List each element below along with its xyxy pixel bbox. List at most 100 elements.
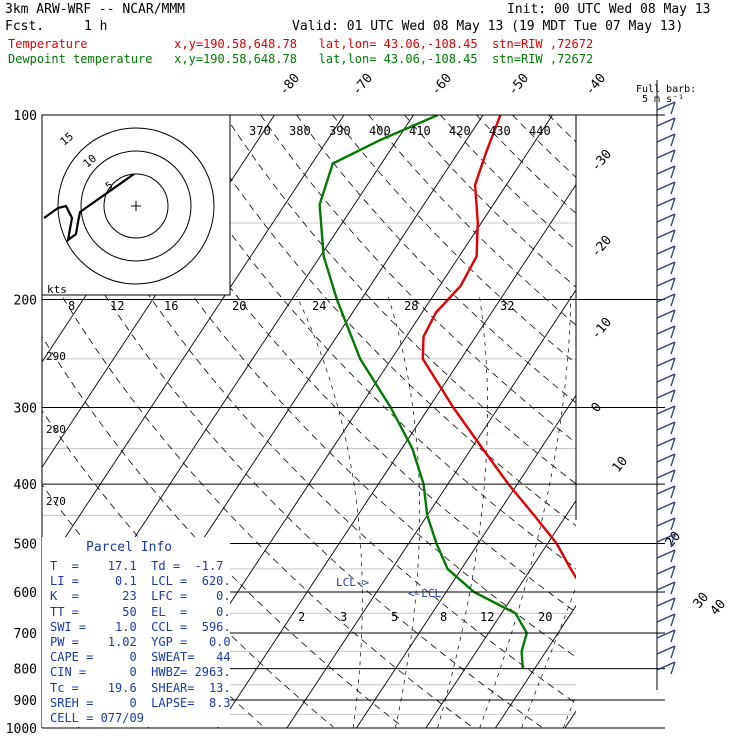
wind-barb-flag [670, 485, 676, 499]
hodograph-speed-label: 16 [164, 299, 178, 313]
wind-barb-flag [670, 341, 676, 355]
forecast-hour: 1 h [84, 19, 108, 34]
hodograph-speed-label: 28 [404, 299, 418, 313]
wind-barb-flag [670, 261, 676, 275]
lcl-marker: <-LCL [408, 587, 441, 600]
wind-barb [656, 389, 676, 399]
pressure-label: 200 [14, 294, 37, 309]
theta-e-label: 410 [409, 124, 431, 138]
wind-barb [656, 485, 676, 495]
dewpoint-profile [318, 115, 528, 669]
wind-barb [656, 165, 676, 175]
wind-barb-flag [670, 405, 676, 419]
hodograph-speed-label: 20 [232, 299, 246, 313]
wind-barb-flag [670, 293, 676, 307]
dry-adiabat-line [476, 115, 576, 214]
wind-barb [656, 309, 676, 319]
dry-adiabat-line [548, 115, 576, 143]
theta-e-label: 380 [289, 124, 311, 138]
parcel-info-row: PW = 1.02 YGP = 0.0 [50, 635, 231, 649]
dry-adiabat-line [332, 115, 576, 365]
mixing-ratio-label: 3 [340, 610, 347, 624]
wind-barb-flag [670, 581, 676, 595]
hodograph-trace [43, 173, 135, 243]
mixing-ratio-label: 5 [391, 610, 398, 624]
isotherm-line [217, 183, 576, 728]
parcel-info-row: CIN = 0 HWBZ= 2963. [50, 665, 231, 680]
wind-barb-flag [670, 421, 676, 435]
isotherm-line [356, 394, 576, 728]
wind-barb-flag [670, 165, 676, 179]
wind-barb-flag [670, 661, 676, 675]
pressure-label: 1000 [6, 722, 37, 737]
wind-barb [656, 261, 676, 271]
theta-label: 270 [46, 495, 66, 508]
wind-barb-flag [670, 501, 676, 515]
parcel-info-row: CELL = 077/09 [50, 711, 144, 725]
parcel-info-row: LI = 0.1 LCL = 620. [50, 574, 231, 589]
moist-adiabat-line [437, 295, 488, 728]
dry-adiabat-line [260, 115, 576, 444]
wind-barb [656, 373, 676, 383]
wind-barb-flag [670, 373, 676, 387]
dry-adiabat-line [224, 115, 576, 485]
parcel-info-row: Tc = 19.6 SHEAR= 13. [50, 680, 231, 695]
hodograph [41, 114, 231, 296]
moist-adiabat-line [387, 295, 421, 728]
wind-barb-flag [670, 181, 676, 195]
moist-adiabat-line [647, 296, 740, 728]
dry-adiabat-line [512, 115, 576, 178]
theta-e-label: 440 [529, 124, 551, 138]
parcel-info-row: CAPE = 0 SWEAT= 44 [50, 650, 231, 665]
wind-barb [656, 517, 676, 527]
dry-adiabat-line [620, 115, 740, 727]
wind-barb-flag [670, 389, 676, 403]
wind-barb-flag [670, 133, 676, 147]
wind-barb [656, 501, 676, 511]
wind-barb [656, 357, 676, 367]
parcel-info-row: K = 23 LFC = 0. [50, 589, 231, 604]
wind-barb [656, 453, 676, 463]
mixing-ratio-label: 12 [480, 610, 494, 624]
hodograph-ring [80, 150, 192, 262]
pressure-label: 700 [14, 627, 37, 642]
wind-barb [656, 613, 676, 623]
parcel-info-row: SWI = 1.0 CCL = 596. [50, 619, 231, 634]
hodograph-speed-label: 8 [68, 299, 75, 313]
parcel-info-title: Parcel Info [86, 540, 173, 555]
moist-adiabat-line [296, 295, 363, 728]
theta-label: 290 [46, 350, 66, 363]
wind-barb-flag [670, 597, 676, 611]
wind-barb-flag [670, 517, 676, 531]
wind-barb-flag [670, 325, 676, 339]
wind-barb [656, 565, 676, 575]
mixing-ratio-label: 2 [298, 610, 305, 624]
wind-barb-flag [670, 533, 676, 547]
barb-legend: Full barb: [636, 84, 696, 95]
wind-barb-flag [670, 549, 676, 563]
dry-adiabat-line [692, 115, 740, 727]
isotherm-label: 10 [610, 454, 632, 476]
hodograph-ring [103, 173, 169, 239]
wind-barb-flag [670, 565, 676, 579]
dry-adiabat-line [80, 115, 576, 658]
pressure-label: 100 [14, 109, 37, 124]
pressure-label: 900 [14, 694, 37, 709]
hodograph-axis-label: kts [47, 283, 67, 296]
isotherm-line [425, 499, 576, 728]
init-time: Init: 00 UTC Wed 08 May 13 [507, 2, 711, 17]
wind-barb-flag [670, 101, 676, 115]
isotherm-line [704, 115, 740, 728]
moist-adiabat-line [688, 296, 740, 728]
isotherm-label: -60 [429, 71, 456, 99]
wind-barb [656, 229, 676, 239]
hodograph-speed-label: 24 [312, 299, 326, 313]
wind-barb-flag [670, 117, 676, 131]
wind-barb [656, 421, 676, 431]
pressure-label: 300 [14, 401, 37, 416]
dry-adiabat-line [116, 115, 576, 613]
wind-barb [656, 197, 676, 207]
temperature-profile [421, 115, 576, 580]
theta-e-label: 420 [449, 124, 471, 138]
wind-barb-flag [670, 469, 676, 483]
